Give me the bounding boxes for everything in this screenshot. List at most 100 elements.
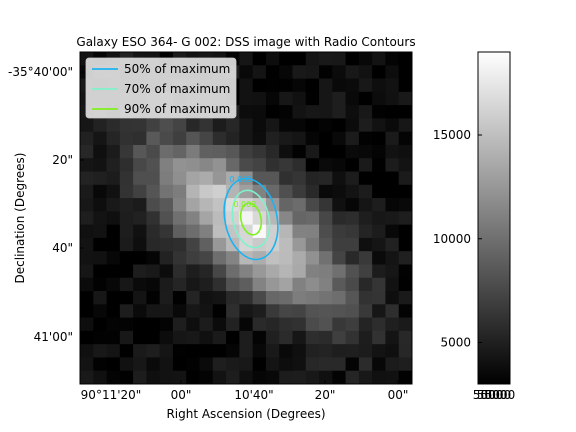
image-pixel: [80, 264, 94, 279]
image-pixel: [345, 291, 360, 305]
image-pixel: [305, 344, 320, 358]
image-pixel: [172, 131, 187, 146]
image-pixel: [106, 291, 121, 305]
contour-line: [239, 202, 263, 236]
y-axis-label: Declination (Degrees): [13, 153, 27, 284]
image-pixel: [186, 211, 200, 226]
image-pixel: [372, 158, 386, 172]
image-pixel: [106, 131, 121, 146]
image-pixel: [172, 370, 187, 385]
image-pixel: [80, 184, 94, 199]
image-pixel: [372, 251, 386, 265]
image-pixel: [252, 330, 267, 345]
image-pixel: [80, 304, 94, 318]
image-pixel: [186, 330, 200, 345]
image-pixel: [80, 211, 94, 226]
image-pixel: [146, 211, 161, 226]
image-pixel: [226, 251, 240, 265]
image-pixel: [80, 344, 94, 358]
image-pixel: [358, 237, 373, 252]
image-pixel: [398, 171, 413, 186]
colorbar-tick-label: 10000: [433, 232, 471, 246]
image-pixel: [305, 277, 320, 292]
image-pixel: [332, 171, 346, 186]
image-pixel: [133, 251, 147, 265]
image-pixel: [319, 317, 333, 332]
image-pixel: [265, 291, 280, 305]
image-pixel: [252, 158, 267, 172]
image-pixel: [159, 357, 174, 372]
image-pixel: [305, 264, 320, 279]
chart-title: Galaxy ESO 364- G 002: DSS image with Ra…: [76, 35, 415, 49]
image-pixel: [292, 370, 307, 385]
x-tick-label: 10'40": [234, 388, 273, 402]
image-pixel: [372, 370, 386, 385]
image-pixel: [146, 184, 161, 199]
image-pixel: [93, 304, 107, 318]
image-pixel: [199, 237, 214, 252]
image-pixel: [279, 330, 293, 345]
image-pixel: [146, 224, 161, 239]
image-pixel: [279, 251, 293, 265]
image-pixel: [133, 291, 147, 305]
image-pixel: [239, 264, 254, 279]
image-pixel: [119, 211, 134, 226]
image-pixel: [252, 264, 267, 279]
x-tick-label: 20": [315, 388, 336, 402]
image-pixel: [332, 317, 346, 332]
image-pixel: [319, 171, 333, 186]
plot-frame: [79, 51, 413, 385]
image-pixel: [252, 211, 267, 226]
image-pixel: [292, 237, 307, 252]
image-pixel: [305, 330, 320, 345]
image-pixel: [106, 237, 121, 252]
image-pixel: [358, 277, 373, 292]
image-pixel: [172, 251, 187, 265]
image-pixel: [372, 211, 386, 226]
image-pixel: [159, 118, 174, 133]
image-pixel: [358, 370, 373, 385]
image-pixel: [292, 198, 307, 212]
image-pixel: [319, 344, 333, 358]
image-pixel: [345, 237, 360, 252]
image-pixel: [239, 277, 254, 292]
y-tick-label: 41'00": [34, 330, 73, 344]
image-pixel: [385, 224, 400, 239]
image-pixel: [186, 264, 200, 279]
image-pixel: [80, 330, 94, 345]
image-pixel: [119, 171, 134, 186]
colorbar-bottom-label: 5000: [473, 388, 504, 402]
image-pixel: [159, 370, 174, 385]
image-pixel: [226, 277, 240, 292]
image-pixel: [345, 184, 360, 199]
image-pixel: [252, 118, 267, 133]
image-pixel: [305, 158, 320, 172]
image-pixel: [385, 344, 400, 358]
image-pixel: [106, 251, 121, 265]
image-pixel: [292, 131, 307, 146]
image-pixel: [345, 78, 360, 93]
image-pixel: [146, 171, 161, 186]
image-pixel: [212, 211, 227, 226]
image-pixel: [265, 131, 280, 146]
image-pixel: [292, 357, 307, 372]
image-pixel: [372, 78, 386, 93]
image-pixel: [93, 171, 107, 186]
image-pixel: [398, 144, 413, 159]
image-pixel: [319, 91, 333, 106]
image-pixel: [385, 105, 400, 119]
image-pixel: [159, 237, 174, 252]
image-pixel: [332, 251, 346, 265]
image-pixel: [186, 251, 200, 265]
image-pixel: [398, 211, 413, 226]
image-pixel: [358, 52, 373, 66]
image-pixel: [106, 224, 121, 239]
image-pixel: [345, 131, 360, 146]
image-pixel: [385, 237, 400, 252]
image-pixel: [332, 184, 346, 199]
image-pixel: [199, 211, 214, 226]
image-pixel: [186, 118, 200, 133]
image-pixel: [93, 251, 107, 265]
image-pixel: [305, 370, 320, 385]
image-pixel: [398, 78, 413, 93]
